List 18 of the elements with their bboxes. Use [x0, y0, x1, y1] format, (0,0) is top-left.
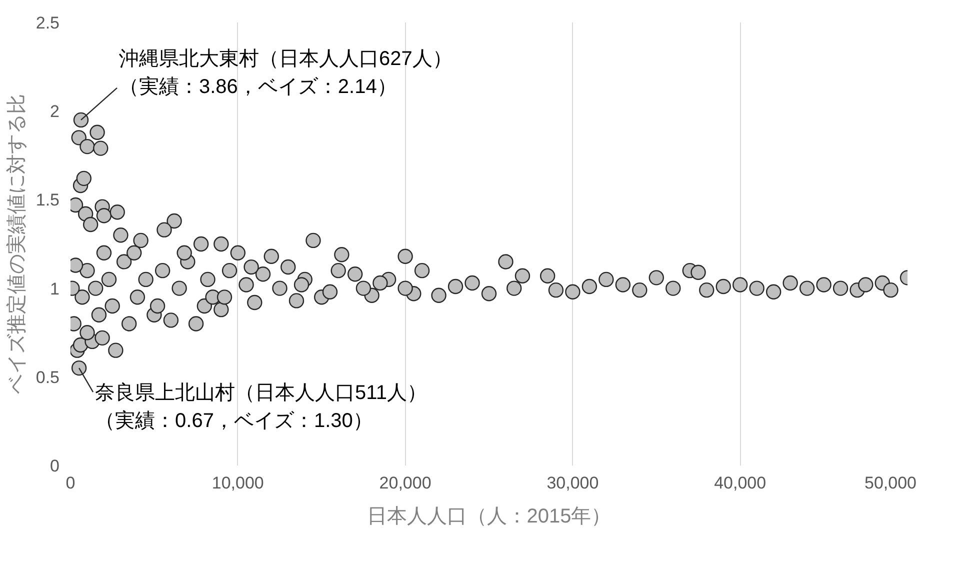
y-tick-label: 1.5: [36, 190, 60, 210]
annotation: 奈良県上北山村（日本人人口511人）: [95, 382, 427, 404]
annotation: 沖縄県北大東村（日本人人口627人）: [118, 48, 452, 70]
x-tick-label: 30,000: [546, 474, 599, 492]
y-tick-label: 0.5: [36, 368, 60, 387]
x-tick-label: 50,000: [864, 474, 917, 492]
y-axis-title: ベイズ推定値の実績値に対する比: [4, 94, 28, 394]
x-tick-label: 40,000: [714, 474, 766, 492]
x-tick-label: 10,000: [212, 474, 264, 492]
annotation: （実績：3.86，ベイズ：2.14）: [118, 74, 397, 98]
annotation: （実績：0.67，ベイズ：1.30）: [95, 409, 373, 432]
x-tick-label: 20,000: [379, 474, 432, 492]
y-tick-label: 1: [50, 279, 60, 298]
y-tick-label: 2: [50, 102, 60, 122]
x-axis-title: 日本人人口（人：2015年）: [366, 506, 612, 528]
y-tick-label: 0: [50, 456, 60, 476]
x-tick-label: 0: [66, 474, 76, 492]
y-tick-label: 2.5: [36, 14, 60, 32]
